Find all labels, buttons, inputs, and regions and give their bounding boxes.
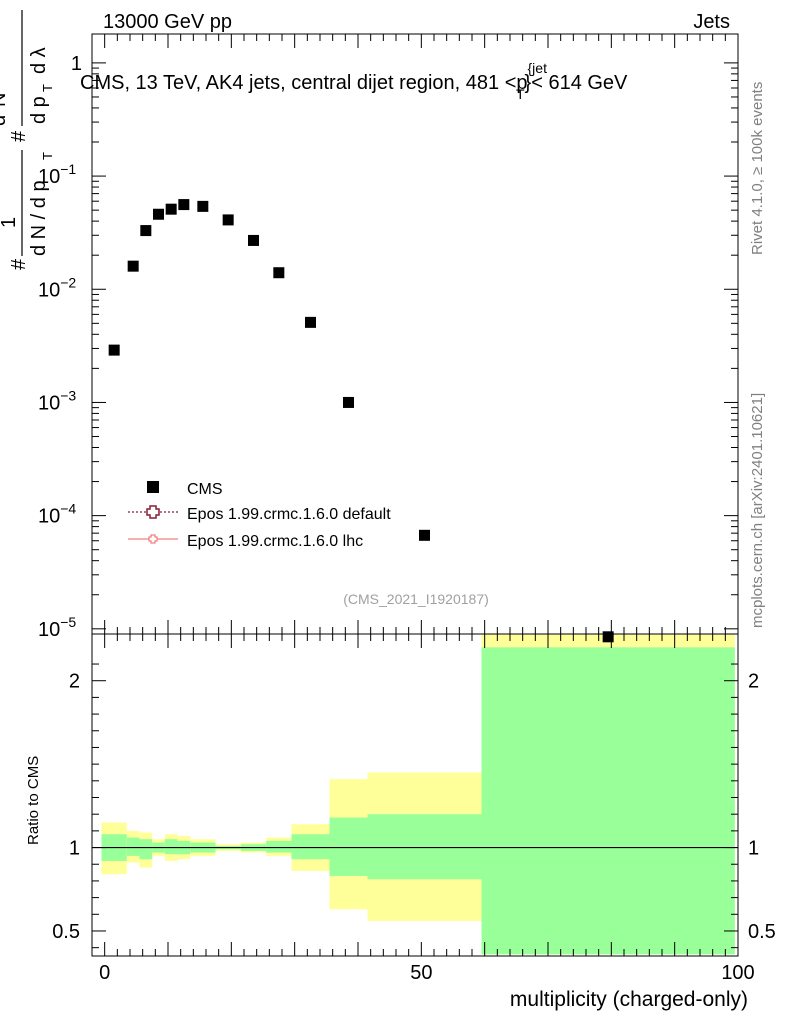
cms-data-point — [140, 225, 152, 237]
legend-cms-marker — [147, 481, 159, 493]
ylabel-one: 1 — [0, 217, 20, 228]
ratio-xtick-label: 0 — [99, 962, 110, 984]
legend-epos-default-marker — [146, 505, 160, 519]
ylabel-dlambda: d λ — [28, 47, 50, 74]
rivet-version-label: Rivet 4.1.0, ≥ 100k events — [749, 82, 766, 255]
y-axis-label: # 1 d N / d p T # d 2 N d p T d λ — [0, 10, 55, 270]
axis-ticks — [92, 34, 739, 956]
ratio-plot-frame — [91, 633, 739, 957]
ratio-ytick-label: 0.5 — [52, 921, 80, 943]
ylabel-denominator-sub: T — [40, 152, 55, 160]
ratio-band-green-13 — [481, 647, 735, 955]
ylabel-hash-2: # — [8, 130, 30, 142]
legend-cms-label: CMS — [187, 481, 223, 498]
title-subscript: T — [516, 86, 525, 102]
header-process-label: Jets — [693, 11, 730, 33]
cms-data-point — [248, 234, 259, 246]
axis-tick-labels: 10−5 10−4 10−3 10−2 10−1 1 0 50 100 0.5 0.5 1 1 2 2 — [38, 53, 776, 984]
cms-data-point — [305, 316, 316, 328]
cms-data-point — [127, 260, 139, 272]
ratio-ytick-label-right: 1 — [748, 838, 759, 860]
ratio-ytick-label-right: 2 — [748, 671, 759, 693]
ratio-band-green-11 — [329, 817, 368, 876]
ratio-band-green-10 — [291, 834, 330, 860]
ylabel-N: N — [0, 93, 10, 107]
legend-epos-lhc-marker — [148, 534, 158, 544]
ylabel-dp-sub: T — [40, 84, 55, 92]
mcplots-label: mcplots.cern.ch [arXiv:2401.10621] — [749, 393, 766, 628]
cms-data-point — [165, 203, 177, 215]
main-ytick-label: 10−3 — [38, 387, 76, 414]
x-axis-label: multiplicity (charged-only) — [510, 988, 748, 1011]
main-ytick-label: 10−5 — [38, 614, 76, 641]
ratio-band-green-12 — [367, 814, 482, 880]
ratio-band-green-1 — [126, 837, 140, 856]
cms-data-point — [222, 214, 234, 226]
cms-data-point — [343, 396, 354, 408]
ylabel-hash: # — [8, 258, 30, 270]
ratio-band-green-2 — [139, 839, 153, 860]
ylabel-d2: d — [0, 115, 10, 126]
ratio-xtick-label: 100 — [721, 962, 754, 984]
cms-data-point — [108, 344, 120, 356]
title-suffix: }< 614 GeV — [525, 72, 629, 94]
plot-title: CMS, 13 TeV, AK4 jets, central dijet reg… — [80, 60, 628, 102]
cms-data-point — [419, 529, 430, 541]
cms-data-point — [197, 200, 209, 212]
header-energy-label: 13000 GeV pp — [103, 11, 232, 33]
title-prefix: CMS, 13 TeV, AK4 jets, central dijet reg… — [80, 72, 528, 94]
ylabel-dp: d p — [28, 96, 50, 124]
ratio-axis-label: Ratio to CMS — [25, 756, 42, 845]
cms-data-point — [153, 208, 164, 220]
main-ytick-label: 10−4 — [38, 501, 76, 528]
legend: CMS Epos 1.99.crmc.1.6.0 default Epos 1.… — [128, 481, 391, 550]
ylabel-denominator: d N / d p — [28, 180, 50, 256]
title-superscript: {jet — [528, 60, 548, 76]
ratio-ytick-label-right: 0.5 — [748, 921, 776, 943]
ratio-band-green-4 — [164, 839, 178, 855]
ratio-xtick-label: 50 — [410, 962, 432, 984]
data-points — [108, 199, 614, 643]
legend-epos-lhc-label: Epos 1.99.crmc.1.6.0 lhc — [187, 533, 363, 550]
main-ytick-label: 10−1 — [38, 161, 76, 188]
ratio-band-green-9 — [266, 840, 292, 853]
main-ytick-label: 10−2 — [38, 274, 76, 301]
ratio-ytick-label: 1 — [69, 838, 80, 860]
main-ytick-label: 1 — [71, 53, 82, 75]
analysis-id: (CMS_2021_I1920187) — [343, 591, 489, 607]
cms-data-point — [178, 199, 190, 211]
cms-data-point — [273, 267, 285, 279]
legend-epos-default-label: Epos 1.99.crmc.1.6.0 default — [187, 506, 391, 523]
cms-data-point — [602, 631, 614, 643]
ratio-uncertainty-bands — [101, 634, 735, 955]
ratio-ytick-label: 2 — [69, 671, 80, 693]
